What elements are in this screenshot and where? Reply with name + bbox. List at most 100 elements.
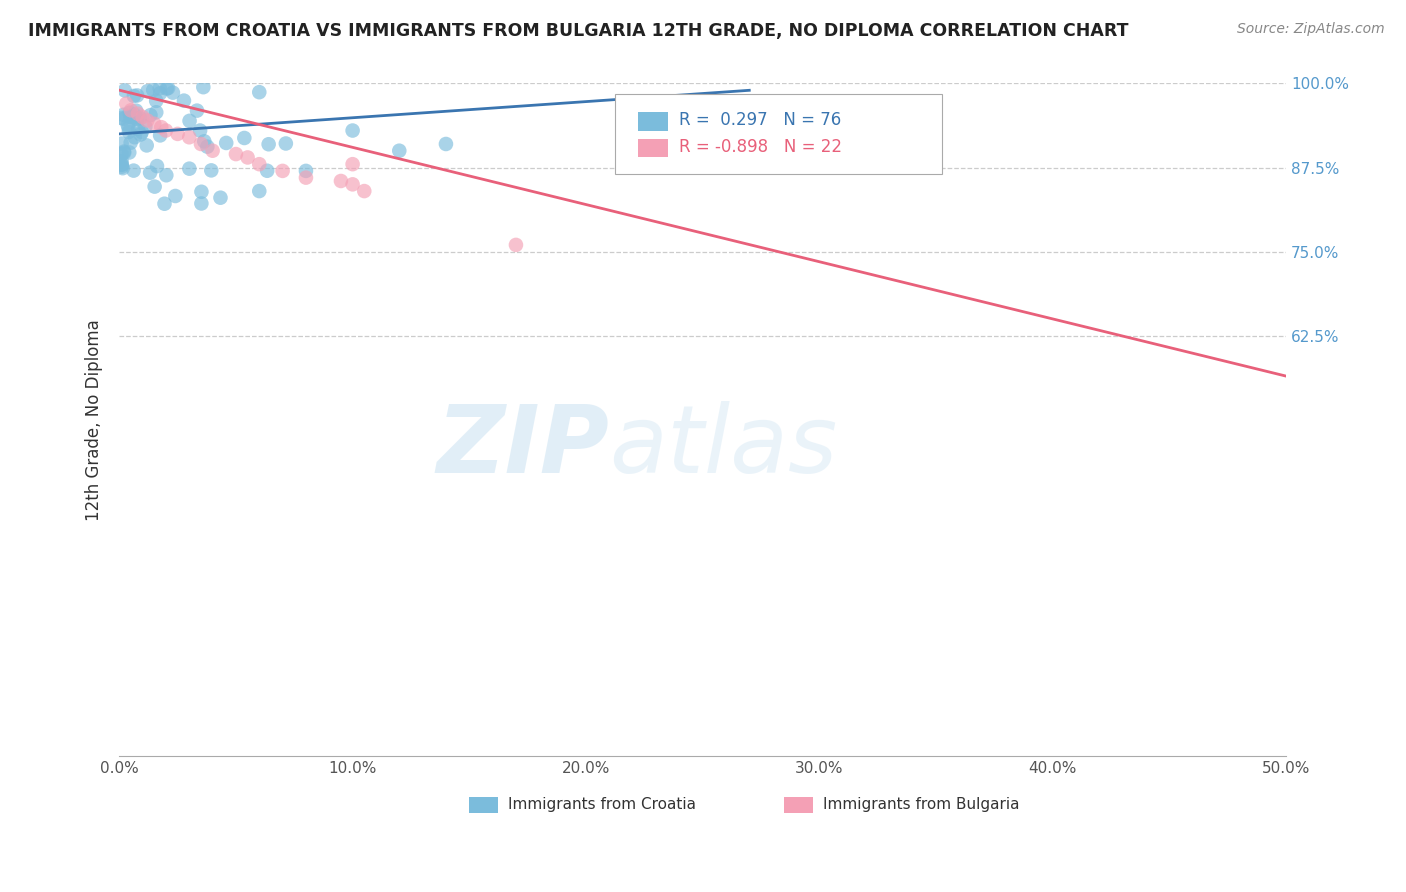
Point [117,118,139,132]
Text: Immigrants from Croatia: Immigrants from Croatia [508,797,696,812]
Point [505,238,527,252]
Point [256,163,278,178]
Point [209,191,232,205]
Point [110,136,132,151]
Point [271,164,294,178]
Point [179,161,201,176]
Point [274,136,297,151]
FancyBboxPatch shape [638,138,668,158]
Point [342,123,364,137]
Y-axis label: 12th Grade, No Diploma: 12th Grade, No Diploma [86,319,103,521]
Point [201,144,224,158]
Point [179,130,201,145]
Point [162,86,184,100]
Point [200,163,222,178]
Point [247,184,270,198]
Point [131,125,153,139]
Point [134,120,156,134]
Point [117,120,139,135]
Point [295,164,318,178]
Text: R =  0.297   N = 76: R = 0.297 N = 76 [679,112,842,129]
Point [125,103,148,118]
Point [131,110,153,124]
Point [112,112,135,126]
Point [145,94,167,108]
Point [118,145,141,160]
Point [110,157,132,171]
Point [139,166,162,180]
Point [127,122,149,136]
Point [190,196,212,211]
Point [188,123,211,137]
Point [124,130,146,145]
Point [110,160,132,174]
Point [295,170,318,185]
Point [110,153,132,168]
Point [388,144,411,158]
Point [193,134,215,148]
Point [110,147,132,161]
FancyBboxPatch shape [638,112,668,130]
Point [114,83,136,97]
FancyBboxPatch shape [614,94,942,174]
Point [353,184,375,198]
Text: Source: ZipAtlas.com: Source: ZipAtlas.com [1237,22,1385,37]
Point [118,125,141,139]
Point [342,157,364,171]
Point [257,137,280,152]
Point [120,136,142,150]
Point [186,103,208,118]
Point [122,89,145,103]
Point [120,110,142,124]
Point [112,145,135,159]
Point [179,113,201,128]
Point [225,147,247,161]
Text: R = -0.898   N = 22: R = -0.898 N = 22 [679,138,842,156]
FancyBboxPatch shape [470,797,499,814]
Point [135,138,157,153]
Point [165,189,187,203]
Point [124,108,146,122]
Text: atlas: atlas [609,401,838,492]
Point [143,117,166,131]
Point [155,168,177,182]
Point [110,111,132,125]
Point [166,127,188,141]
Point [149,128,172,143]
Point [146,159,169,173]
Point [128,111,150,125]
Point [112,145,135,160]
Point [149,86,172,100]
Point [155,123,177,137]
Point [129,128,152,142]
Point [120,103,142,118]
Point [247,85,270,99]
Point [190,136,212,151]
Text: IMMIGRANTS FROM CROATIA VS IMMIGRANTS FROM BULGARIA 12TH GRADE, NO DIPLOMA CORRE: IMMIGRANTS FROM CROATIA VS IMMIGRANTS FR… [28,22,1129,40]
Point [215,136,238,150]
Point [111,161,134,176]
Point [121,111,143,125]
Point [145,105,167,120]
Point [118,105,141,120]
Point [122,163,145,178]
FancyBboxPatch shape [785,797,814,814]
Point [157,81,180,95]
Point [115,96,138,111]
Point [127,88,149,103]
Text: ZIP: ZIP [436,401,609,492]
Point [193,80,215,95]
Point [195,139,218,153]
Point [125,112,148,126]
Point [149,81,172,95]
Point [150,120,173,135]
Point [621,96,644,111]
Point [434,136,457,151]
Point [156,81,179,95]
Point [136,113,159,128]
Point [111,158,134,172]
Point [329,174,352,188]
Point [139,108,162,122]
Point [173,94,195,108]
Point [236,151,259,165]
